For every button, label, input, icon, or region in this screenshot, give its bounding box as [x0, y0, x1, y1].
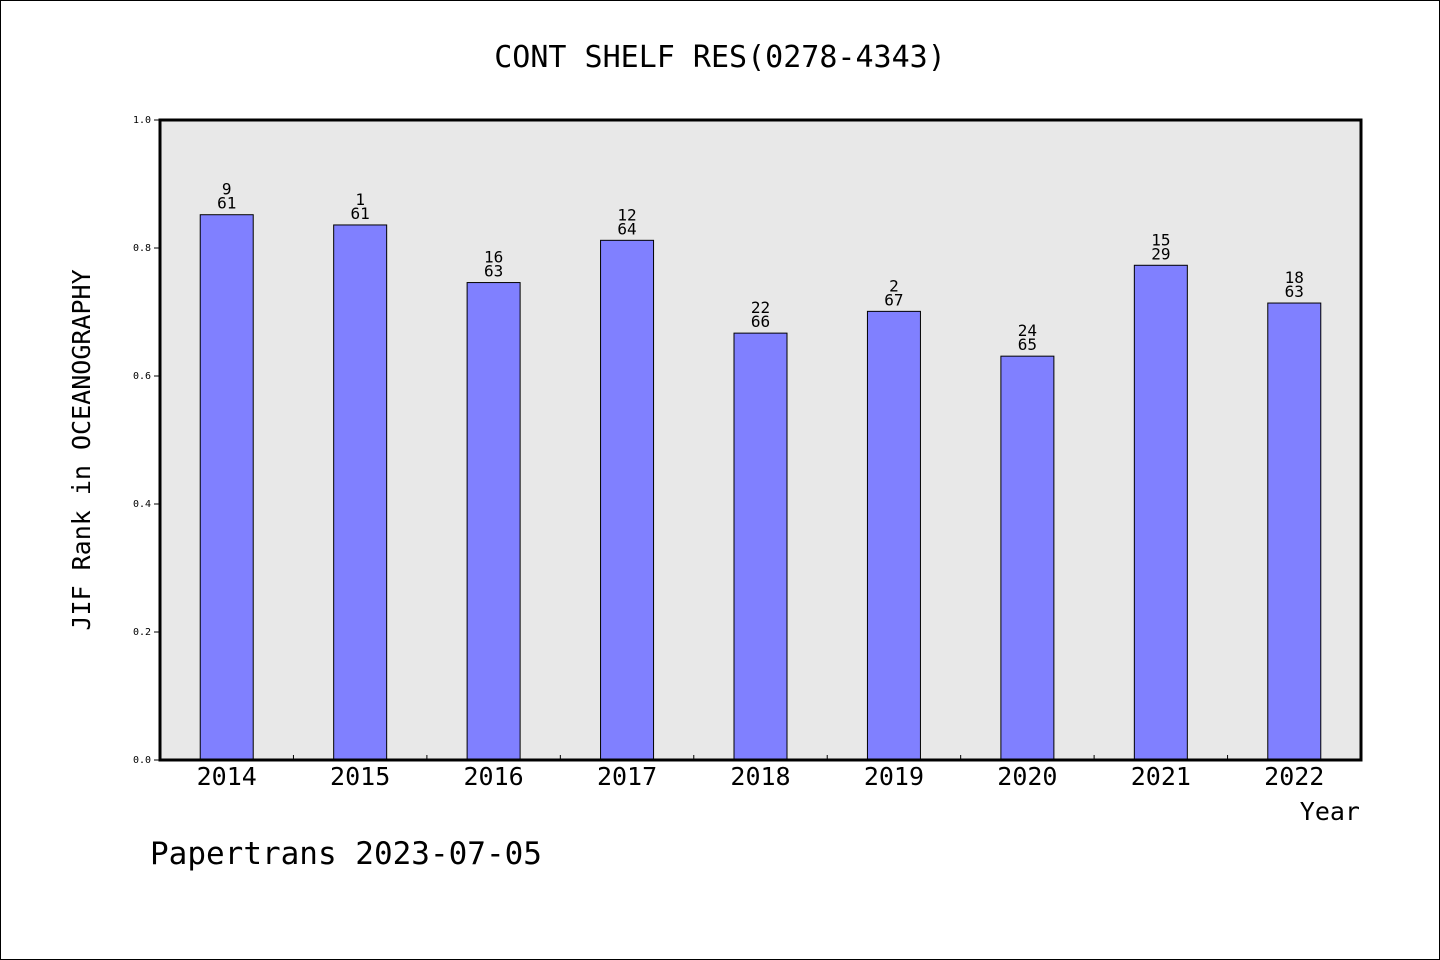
y-tick-label: 1.0 [133, 115, 151, 126]
bar-total-label: 63 [484, 262, 503, 281]
bar-rank-label: 24 [1018, 321, 1037, 340]
x-tick-label: 2018 [730, 762, 790, 791]
x-tick-label: 2014 [197, 762, 257, 791]
bar-2019 [866, 310, 921, 761]
bar-total-label: 66 [751, 312, 770, 331]
y-tick-label: 0.2 [133, 627, 151, 638]
bar-rank-label: 15 [1151, 230, 1170, 249]
bar-rank-label: 2 [889, 276, 899, 295]
y-tick-label: 0.0 [133, 755, 151, 766]
bar-rank-label: 9 [222, 180, 232, 199]
bar-total-label: 29 [1151, 244, 1170, 263]
bar-2021 [1133, 264, 1188, 761]
bar-total-label: 65 [1018, 335, 1037, 354]
bar-2022 [1267, 302, 1322, 761]
y-tick-label: 0.4 [133, 499, 151, 510]
x-tick-label: 2020 [997, 762, 1057, 791]
plot-border [158, 118, 1363, 762]
x-tick-label: 2016 [464, 762, 524, 791]
bar-rank-label: 12 [617, 205, 636, 224]
bar-2018 [733, 332, 788, 761]
footer-text: Papertrans 2023-07-05 [150, 836, 542, 872]
bar-rank-label: 18 [1285, 268, 1304, 287]
bar-rank-label: 1 [355, 190, 365, 209]
bar-total-label: 61 [351, 204, 370, 223]
x-tick-label: 2019 [864, 762, 924, 791]
bar-2016 [466, 282, 521, 761]
y-tick-label: 0.8 [133, 243, 151, 254]
bar-2015 [333, 224, 388, 761]
y-axis-label: JIF Rank in OCEANOGRAPHY [67, 269, 96, 630]
x-axis: 2014 2015 2016 2017 2018 2019 2020 2021 2022 [197, 755, 1324, 791]
x-tick-label: 2015 [330, 762, 390, 791]
x-axis-label: Year [1300, 797, 1360, 826]
bar-total-label: 67 [884, 290, 903, 309]
chart-title: CONT SHELF RES(0278-4343) [494, 40, 946, 75]
bar-rank-label: 22 [751, 298, 770, 317]
bar-2017 [600, 239, 655, 761]
bar-2014 [199, 214, 254, 761]
y-axis: 0.0 0.2 0.4 0.6 0.8 1.0 [133, 115, 160, 766]
x-tick-label: 2022 [1264, 762, 1324, 791]
bar-total-label: 61 [217, 194, 236, 213]
y-tick-label: 0.6 [133, 371, 151, 382]
bar-2020 [1000, 355, 1055, 761]
bar-rank-label: 16 [484, 248, 503, 267]
bar-total-label: 63 [1285, 282, 1304, 301]
x-tick-label: 2017 [597, 762, 657, 791]
x-tick-label: 2021 [1131, 762, 1191, 791]
bar-total-label: 64 [617, 219, 636, 238]
